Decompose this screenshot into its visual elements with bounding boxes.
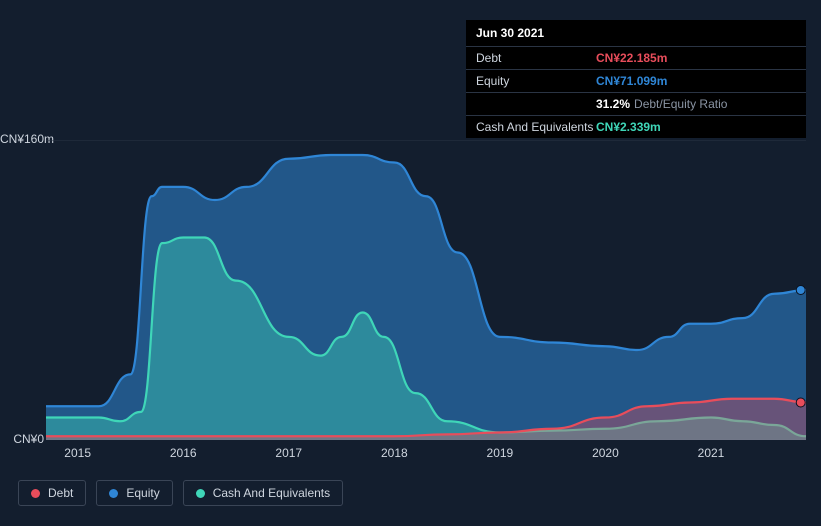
tooltip-row: Cash And EquivalentsCN¥2.339m: [466, 115, 806, 138]
legend-item-debt[interactable]: Debt: [18, 480, 86, 506]
x-axis-label: 2021: [698, 446, 725, 460]
tooltip-row-value: CN¥22.185m: [596, 51, 667, 65]
x-axis-label: 2015: [64, 446, 91, 460]
legend-swatch-cash: [196, 489, 205, 498]
legend-item-equity[interactable]: Equity: [96, 480, 172, 506]
tooltip-date: Jun 30 2021: [466, 20, 806, 46]
tooltip-row-value: CN¥71.099m: [596, 74, 667, 88]
legend-label: Equity: [126, 486, 159, 500]
chart-plot-area: [46, 140, 806, 440]
equity-end-marker: [796, 286, 805, 295]
legend-label: Debt: [48, 486, 73, 500]
x-axis-label: 2016: [170, 446, 197, 460]
tooltip-row: 31.2% Debt/Equity Ratio: [466, 92, 806, 115]
legend-swatch-debt: [31, 489, 40, 498]
legend-swatch-equity: [109, 489, 118, 498]
debt-end-marker: [796, 398, 805, 407]
x-axis-label: 2020: [592, 446, 619, 460]
area-chart: [46, 140, 806, 440]
tooltip-row-label: Equity: [476, 74, 596, 88]
x-axis: 2015 2016 2017 2018 2019 2020 2021: [46, 446, 806, 466]
tooltip-row-label: Cash And Equivalents: [476, 120, 596, 134]
x-axis-label: 2018: [381, 446, 408, 460]
legend-item-cash[interactable]: Cash And Equivalents: [183, 480, 343, 506]
x-axis-label: 2019: [487, 446, 514, 460]
tooltip-row-value-secondary: Debt/Equity Ratio: [634, 97, 727, 111]
tooltip-row-label: [476, 97, 596, 111]
tooltip-row: DebtCN¥22.185m: [466, 46, 806, 69]
tooltip-row: EquityCN¥71.099m: [466, 69, 806, 92]
tooltip-row-value: 31.2%: [596, 97, 630, 111]
tooltip-row-value: CN¥2.339m: [596, 120, 661, 134]
x-axis-label: 2017: [275, 446, 302, 460]
chart-tooltip: Jun 30 2021 DebtCN¥22.185mEquityCN¥71.09…: [466, 20, 806, 138]
chart-legend: Debt Equity Cash And Equivalents: [18, 480, 343, 506]
legend-label: Cash And Equivalents: [213, 486, 330, 500]
y-axis-label: CN¥0: [0, 432, 44, 446]
tooltip-row-label: Debt: [476, 51, 596, 65]
y-axis-label: CN¥160m: [0, 132, 44, 146]
